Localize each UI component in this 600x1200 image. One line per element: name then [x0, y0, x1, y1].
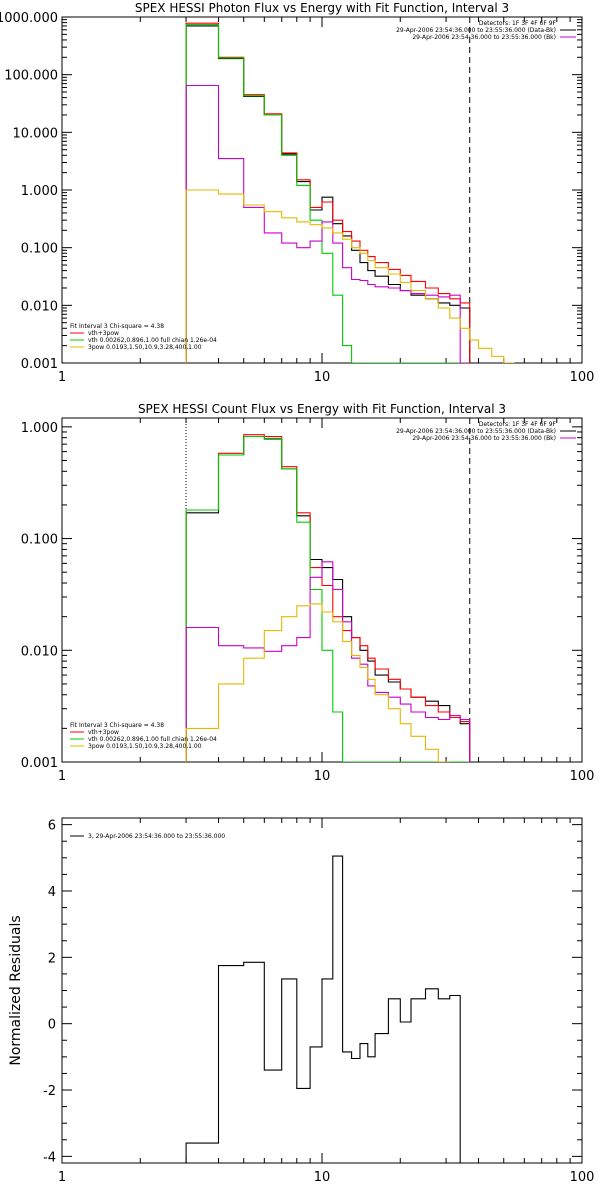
series-line-2: [185, 434, 471, 762]
x-tick-label: 10: [314, 769, 331, 784]
y-tick-label: 4: [48, 885, 56, 900]
x-tick-label: 10: [314, 1170, 331, 1185]
legend-right-entry: 29-Apr-2006 23:54:36.000 to 23:55:36.000…: [396, 27, 556, 34]
series-line-2: [185, 22, 471, 363]
legend-right-entry: 29-Apr-2006 23:54:36.000 to 23:55:36.000…: [412, 435, 556, 442]
y-tick-label: 0.001: [21, 357, 58, 372]
legend-left-entry: 3, 29-Apr-2006 23:54:36.000 to 23:55:36.…: [88, 833, 225, 840]
plot-frame: [61, 16, 583, 364]
y-tick-label: 0: [48, 1018, 56, 1033]
legend-left-entry: 3pow 0.0193,1.50,10.9,3.28,400,1.00: [88, 743, 202, 750]
x-tick-label: 10: [314, 370, 331, 385]
series-line-3: [185, 435, 470, 762]
x-tick-label: 100: [570, 370, 595, 385]
x-tick-label: 1: [58, 1170, 66, 1185]
series-line-3: [185, 23, 470, 363]
chart-panel-2: SPEX HESSI Count Flux vs Energy with Fit…: [21, 402, 595, 784]
series-line-4: [185, 561, 471, 762]
legend-right-entry: Detectors: 1F 3F 4F 6F 9F: [479, 20, 557, 27]
x-tick-label: 100: [570, 769, 595, 784]
x-tick-label: 1: [58, 370, 66, 385]
chart-panel-1: SPEX HESSI Photon Flux vs Energy with Fi…: [0, 1, 594, 385]
x-tick-label: 1: [58, 769, 66, 784]
y-tick-label: -4: [43, 1150, 56, 1165]
y-axis-label: Normalized Residuals: [8, 915, 24, 1065]
y-tick-label: 0.001: [21, 756, 58, 771]
series-line-5: [185, 603, 450, 762]
legend-left-entry: Fit Interval 3 Chi-square = 4.38: [70, 323, 164, 330]
x-tick-label: 100: [570, 1170, 595, 1185]
y-tick-label: 10.000: [13, 126, 59, 141]
y-tick-label: 6: [48, 819, 56, 834]
legend-left-entry: vth+3pow: [88, 330, 119, 337]
legend-left-entry: Fit Interval 3 Chi-square = 4.38: [70, 722, 164, 729]
y-tick-label: 0.010: [21, 644, 58, 659]
series-group: [185, 22, 515, 363]
chart-panel-3: 1 10 100 6 4 2 0 -2 -4 Normalized Residuals 3, 29-…: [8, 817, 595, 1185]
y-tick-label: -2: [43, 1084, 56, 1099]
y-tick-label: 1.000: [21, 184, 58, 199]
series-group: [185, 434, 471, 762]
y-tick-label: 100.000: [4, 69, 58, 84]
y-tick-label: 0.010: [21, 299, 58, 314]
legend-right-entry: Detectors: 1F 3F 4F 6F 9F: [479, 421, 557, 428]
y-tick-label: 2: [48, 951, 56, 966]
series-line-5: [185, 189, 515, 363]
legend-right-entry: 29-Apr-2006 23:54:36.000 to 23:55:36.000…: [412, 34, 556, 41]
y-tick-label: 1.000: [21, 421, 58, 436]
series-line-1: [185, 855, 470, 1163]
legend-left-entry: 3pow 0.0193,1.50,10.9,3.28,400,1.00: [88, 344, 202, 351]
series-group: [185, 855, 470, 1163]
legend-right-entry: 29-Apr-2006 23:54:36.000 to 23:55:36.000…: [396, 428, 556, 435]
series-line-4: [185, 84, 470, 363]
series-line-1: [185, 435, 471, 762]
legend-left-entry: vth 0.00262,0.896,1.00 full chian 1.26e-…: [88, 736, 217, 743]
y-tick-label: 0.100: [21, 533, 58, 548]
y-tick-label: 1000.000: [0, 11, 58, 26]
chart-title: SPEX HESSI Photon Flux vs Energy with Fi…: [135, 1, 509, 15]
chart-title: SPEX HESSI Count Flux vs Energy with Fit…: [138, 402, 506, 416]
legend-left-entry: vth 0.00262,0.896,1.00 full chian 1.26e-…: [88, 337, 217, 344]
legend-left-entry: vth+3pow: [88, 729, 119, 736]
y-tick-label: 0.100: [21, 242, 58, 257]
